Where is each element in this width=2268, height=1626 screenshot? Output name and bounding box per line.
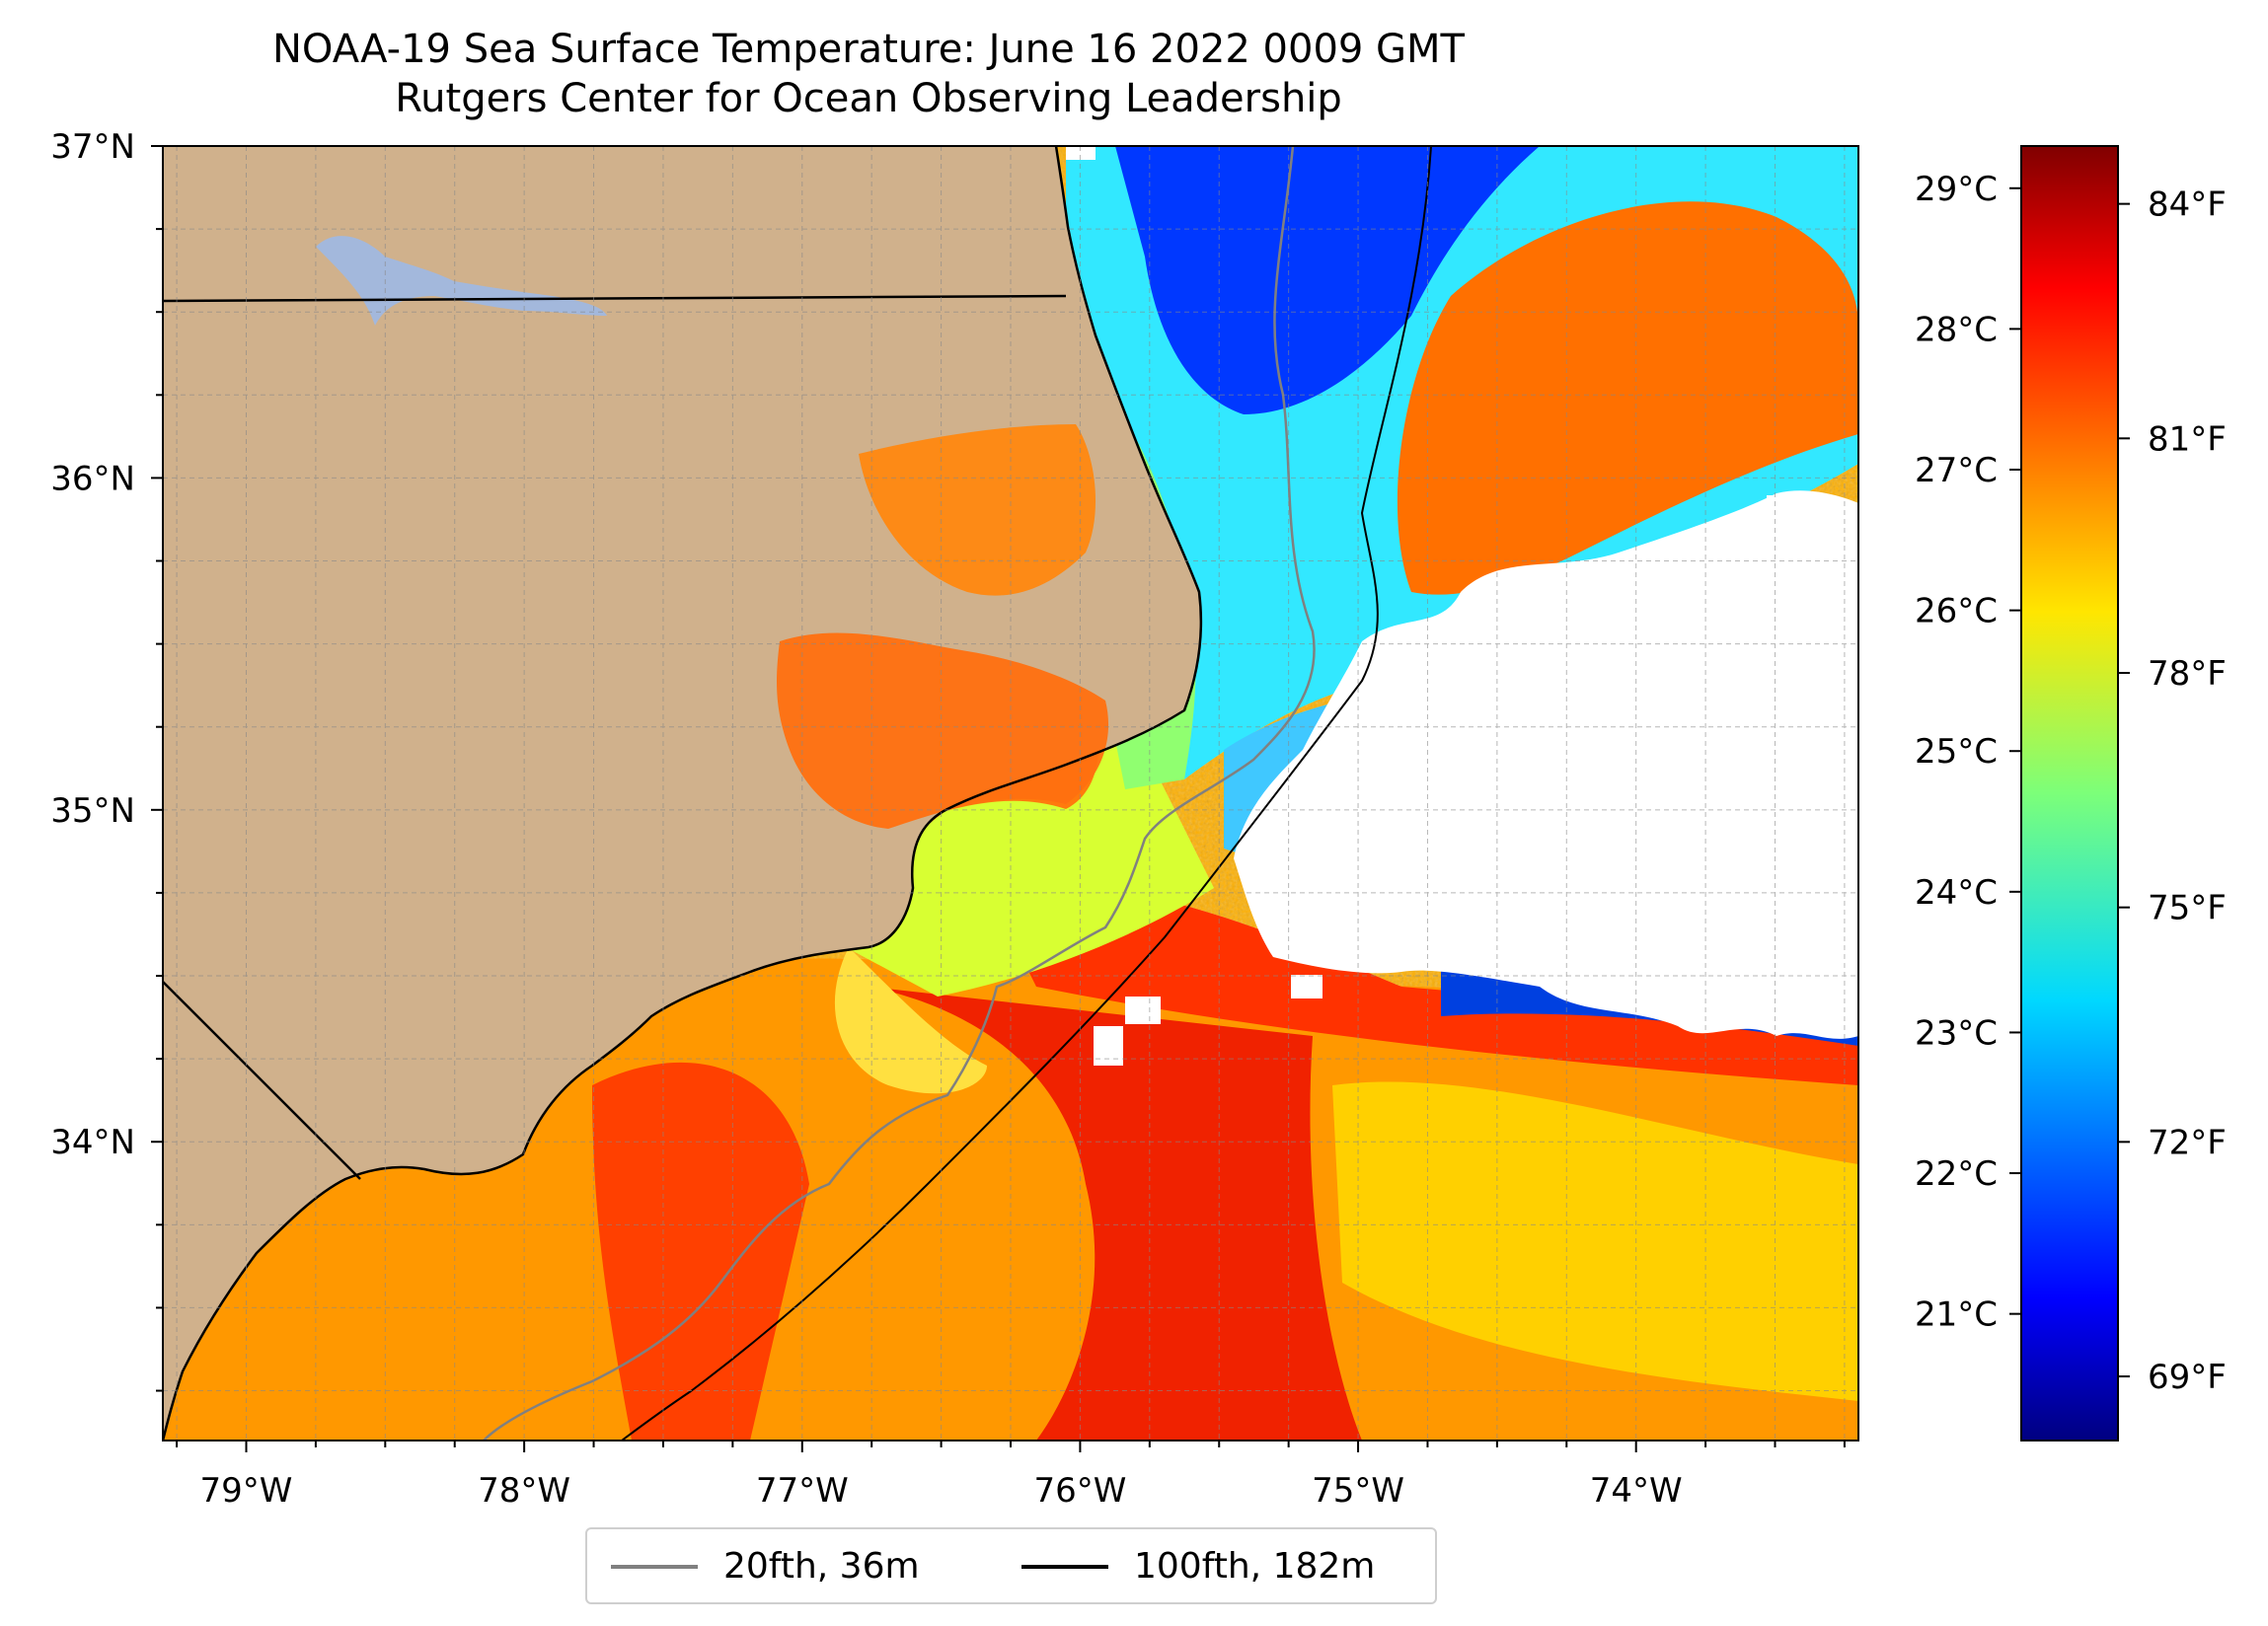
lat-tick-label: 34°N — [50, 1123, 135, 1162]
celsius-tick-label: 29°C — [1915, 170, 1998, 209]
colorbar-fahrenheit-ticks: 69°F 72°F 75°F 78°F 81°F 84°F — [2118, 185, 2227, 1397]
fahrenheit-tick-label: 69°F — [2148, 1358, 2227, 1397]
lat-tick-label: 36°N — [50, 459, 135, 498]
cloud-mask — [1234, 490, 1858, 1039]
cloud-patch — [1515, 770, 1589, 856]
longitude-axis: 79°W 78°W 77°W 76°W 75°W 74°W — [176, 1441, 1846, 1511]
legend-item-20fth: 20fth, 36m — [611, 1547, 920, 1587]
legend-swatch-black — [1021, 1565, 1108, 1569]
colorbar-celsius-ticks: 21°C 22°C 23°C 24°C 25°C 26°C 27°C 28°C 29°C — [1915, 170, 2021, 1335]
sst-cold-blue — [1115, 146, 1540, 414]
cloud-patch — [1628, 677, 1698, 725]
fahrenheit-tick-label: 75°F — [2148, 889, 2227, 928]
legend-label: 100fth, 182m — [1134, 1546, 1376, 1587]
sst-yellow-patch — [834, 947, 987, 1094]
celsius-tick-label: 23°C — [1915, 1013, 1998, 1053]
celsius-tick-label: 24°C — [1915, 873, 1998, 913]
celsius-tick-label: 28°C — [1915, 310, 1998, 349]
celsius-tick-label: 27°C — [1915, 451, 1998, 490]
celsius-tick-label: 21°C — [1915, 1295, 1998, 1335]
legend-item-100fth: 100fth, 182m — [1021, 1547, 1375, 1587]
cloud-patch — [1125, 997, 1161, 1024]
map-subtitle: Rutgers Center for Ocean Observing Leade… — [395, 76, 1342, 121]
celsius-tick-label: 22°C — [1915, 1154, 1998, 1194]
isobath-20fth — [483, 146, 1316, 1441]
sst-field — [163, 146, 1858, 1441]
lon-tick-label: 74°W — [1590, 1471, 1683, 1511]
legend-swatch-gray — [611, 1565, 698, 1569]
lake — [316, 236, 607, 326]
fahrenheit-tick-label: 84°F — [2148, 185, 2227, 225]
fahrenheit-tick-label: 78°F — [2148, 654, 2227, 694]
map-title: NOAA-19 Sea Surface Temperature: June 16… — [271, 27, 1465, 72]
sst-red-tongue — [592, 1062, 809, 1441]
sst-gulf-stream-core — [869, 987, 1362, 1441]
state-border-va-nc — [163, 294, 1067, 303]
lon-tick-label: 77°W — [756, 1471, 849, 1511]
celsius-tick-label: 26°C — [1915, 592, 1998, 631]
sst-yellow-east — [1332, 1081, 1858, 1401]
colorbar — [2020, 145, 2119, 1441]
coastline — [163, 146, 1203, 1441]
cloud-patch — [1094, 1026, 1123, 1066]
isobath-100fth — [621, 146, 1432, 1441]
gridlines — [163, 146, 1858, 1441]
lon-tick-label: 79°W — [200, 1471, 293, 1511]
lat-tick-label: 35°N — [50, 791, 135, 831]
celsius-tick-label: 25°C — [1915, 732, 1998, 772]
latitude-axis: 37°N 36°N 35°N 34°N — [50, 127, 163, 1392]
fahrenheit-tick-label: 72°F — [2148, 1123, 2227, 1162]
state-border-nc-sc — [163, 981, 361, 1180]
sst-shelf-yellowgreen — [809, 710, 1214, 997]
cloud-patch — [1066, 146, 1096, 160]
lat-tick-label: 37°N — [50, 127, 135, 167]
lon-tick-label: 75°W — [1312, 1471, 1404, 1511]
albemarle-water — [859, 424, 1096, 596]
lon-tick-label: 76°W — [1033, 1471, 1126, 1511]
sst-warm-eddy — [1397, 201, 1858, 595]
map-legend: 20fth, 36m 100fth, 182m — [585, 1527, 1437, 1604]
fahrenheit-tick-label: 81°F — [2148, 419, 2227, 459]
legend-label: 20fth, 36m — [723, 1546, 920, 1587]
cloud-patch — [1767, 495, 1802, 517]
cloud-patch — [1291, 975, 1323, 998]
lon-tick-label: 78°W — [478, 1471, 570, 1511]
sst-red-band — [987, 884, 1858, 1085]
